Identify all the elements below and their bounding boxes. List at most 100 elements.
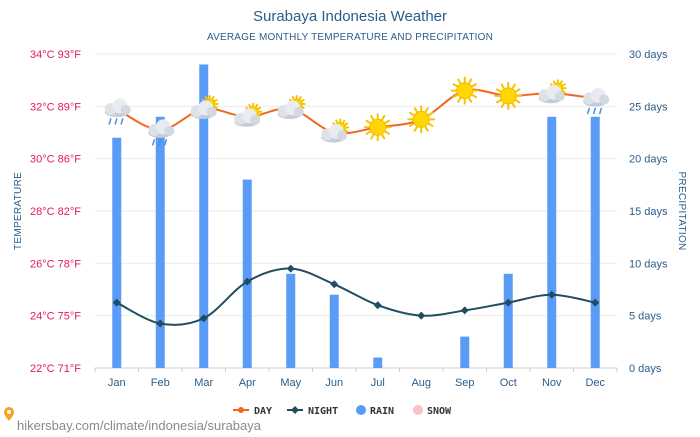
rain-drop — [114, 118, 118, 125]
right-tick-label: 5 days — [629, 311, 662, 323]
night-point — [199, 314, 208, 323]
sun-ray — [552, 80, 556, 85]
sun-ray — [213, 98, 218, 102]
rain-drop — [158, 139, 161, 146]
sun-ray — [452, 83, 458, 88]
sun-ray — [471, 83, 478, 88]
rain-bar — [503, 273, 513, 368]
night-point — [112, 298, 121, 307]
sun-ray — [561, 90, 566, 94]
sun-ray — [370, 134, 375, 140]
rain-bar — [373, 357, 383, 368]
sun-ray — [335, 119, 339, 124]
sun-ray — [384, 119, 391, 124]
night-point — [417, 311, 426, 320]
cloud-puff — [554, 91, 565, 102]
sun-disc — [456, 82, 474, 100]
rain-drop — [599, 107, 602, 115]
chart-title: Surabaya Indonesia Weather — [253, 8, 447, 25]
left-tick-label: 28°C 82°F — [30, 206, 81, 218]
legend-item-rain: RAIN — [356, 405, 394, 417]
x-tick-label: Jul — [371, 377, 385, 389]
x-tick-label: Sep — [455, 377, 475, 389]
left-tick-label: 30°C 86°F — [30, 154, 81, 166]
location-pin-icon — [4, 407, 14, 421]
rain-cloud-icon — [583, 87, 610, 115]
right-axis-ticks: 0 days 5 days 10 days 15 days 20 days 25 days… — [629, 49, 668, 375]
right-tick-label: 15 days — [629, 206, 668, 218]
sun-disc — [499, 87, 517, 105]
sun-ray — [471, 94, 478, 99]
rain-bar — [590, 116, 600, 368]
x-tick-label: May — [280, 377, 301, 389]
rain-drop — [164, 139, 167, 146]
x-tick-label: Jan — [108, 377, 126, 389]
sun-ray — [213, 105, 218, 109]
sun-ray — [500, 102, 505, 109]
night-point — [286, 264, 295, 273]
legend-label: RAIN — [370, 406, 394, 417]
sun-cloud-icon — [277, 94, 306, 119]
sun-disc — [412, 110, 430, 128]
legend-item-day: DAY — [233, 406, 272, 417]
x-tick-label: Oct — [500, 377, 517, 389]
sun-ray — [255, 103, 259, 108]
sun-ray — [365, 130, 371, 135]
source-link[interactable]: hikersbay.com/climate/indonesia/surabaya — [17, 418, 262, 433]
cloud-puff — [293, 106, 304, 117]
legend-item-night: NIGHT — [287, 406, 338, 417]
night-temperature-line — [116, 267, 596, 326]
sun-ray — [344, 129, 349, 133]
sun-ray — [424, 107, 429, 113]
sun-ray — [468, 78, 473, 84]
right-tick-label: 10 days — [629, 258, 668, 270]
right-tick-label: 0 days — [629, 363, 662, 375]
cloud-puff — [337, 130, 348, 141]
cloud-puff — [206, 106, 217, 117]
night-point — [460, 306, 469, 315]
rain-cloud-icon — [104, 98, 131, 125]
night-point — [547, 290, 556, 299]
sun-ray — [381, 115, 386, 121]
sun-ray — [257, 113, 262, 117]
rain-bar — [547, 116, 557, 368]
right-tick-label: 20 days — [629, 154, 668, 166]
cloud-puff — [120, 104, 131, 115]
sun-ray — [381, 134, 386, 140]
sun-ray — [300, 105, 305, 109]
x-tick-label: Aug — [411, 377, 431, 389]
source-credit: hikersbay.com/climate/indonesia/surabaya — [4, 407, 262, 433]
left-tick-label: 22°C 71°F — [30, 363, 81, 375]
legend-diamond-marker — [291, 406, 299, 414]
legend-dot-marker — [413, 405, 423, 415]
sun-ray — [515, 88, 521, 93]
sun-ray — [344, 122, 349, 126]
sun-ray — [342, 119, 346, 124]
right-tick-label: 30 days — [629, 49, 668, 61]
x-tick-label: Apr — [239, 377, 256, 389]
legend-label: SNOW — [427, 406, 452, 417]
legend-dot-marker — [356, 405, 366, 415]
rain-bar — [155, 116, 165, 368]
sun-ray — [511, 83, 516, 90]
day-temperature-line — [116, 88, 596, 135]
sun-ray — [511, 102, 516, 109]
temperature-lines — [112, 88, 600, 328]
rain-bar — [460, 336, 470, 368]
rain-bar — [286, 273, 296, 368]
sun-cloud-icon — [321, 118, 350, 143]
legend-label: NIGHT — [308, 406, 338, 417]
sun-icon — [494, 81, 523, 110]
cloud-puff — [599, 94, 610, 105]
chart-subtitle: AVERAGE MONTHLY TEMPERATURE AND PRECIPIT… — [207, 32, 493, 43]
cloud-puff — [164, 125, 175, 136]
sun-ray — [248, 103, 252, 108]
night-point — [504, 298, 513, 307]
x-tick-label: Dec — [585, 377, 605, 389]
night-point — [330, 280, 339, 289]
left-tick-label: 32°C 89°F — [30, 101, 81, 113]
sun-ray — [211, 96, 215, 100]
left-axis-ticks: 22°C 71°F 24°C 75°F 26°C 78°F 28°C 82°F 30°C… — [30, 49, 81, 375]
sun-ray — [408, 122, 415, 127]
